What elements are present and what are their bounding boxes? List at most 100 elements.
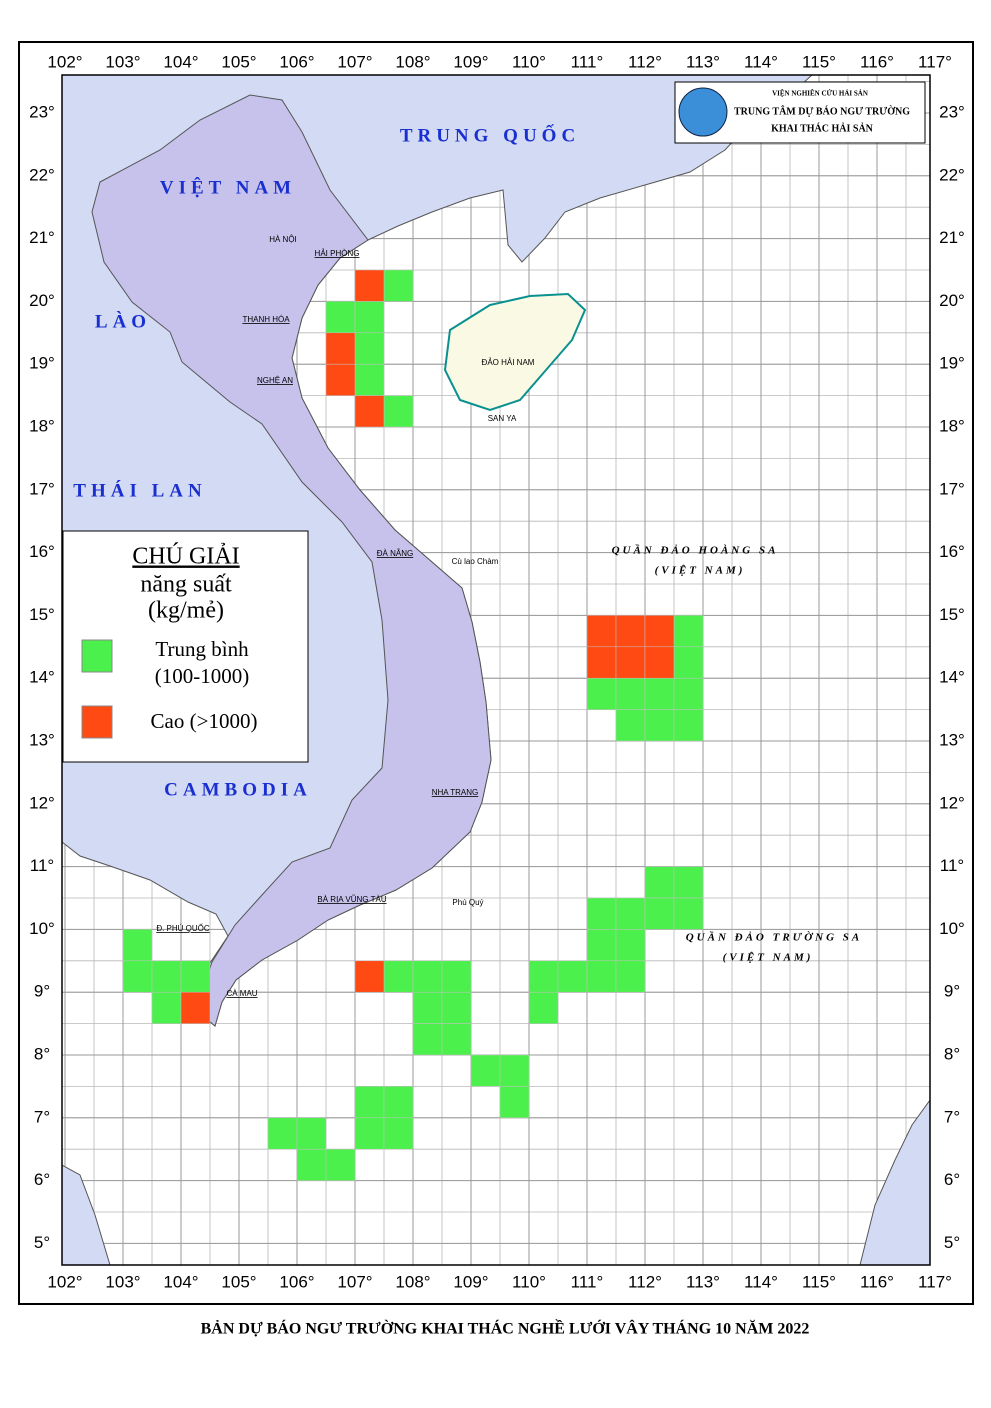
lat-label: 5° [944, 1233, 960, 1252]
lon-label: 117° [918, 52, 952, 71]
legend-label: Trung bình [155, 637, 249, 661]
place-label: Cù lao Chàm [452, 557, 499, 566]
place-label: Đ. PHÚ QUỐC [156, 923, 210, 933]
map-frame [61, 74, 931, 1266]
lat-label: 9° [944, 982, 960, 1001]
lon-label: 115° [802, 1272, 836, 1291]
lon-label: 109° [453, 1272, 488, 1291]
lat-label: 14° [939, 668, 965, 687]
legend-range: (100-1000) [155, 664, 249, 688]
land [62, 75, 930, 1265]
forecast-cell [586, 646, 617, 679]
forecast-cell [499, 1054, 530, 1087]
forecast-cell [354, 395, 385, 428]
lon-label: 108° [395, 52, 430, 71]
forecast-cell [586, 960, 617, 993]
lon-label: 114° [744, 52, 778, 71]
lon-label: 109° [453, 52, 488, 71]
lat-label: 15° [29, 605, 55, 624]
lat-label: 13° [939, 730, 965, 749]
forecast-cell [673, 866, 704, 899]
lat-label: 11° [30, 856, 54, 875]
hainan [443, 292, 587, 412]
lat-label: 23° [29, 102, 55, 121]
legend-title: CHÚ GIẢI [132, 543, 239, 570]
header-institute: VIỆN NGHIÊN CỨU HẢI SẢN [772, 90, 868, 98]
lat-label: 23° [939, 102, 965, 121]
lat-label: 17° [939, 479, 965, 498]
lat-label: 10° [939, 919, 965, 938]
country-label: TRUNG QUỐC [400, 124, 580, 146]
header-center: TRUNG TÂM DỰ BÁO NGƯ TRƯỜNG [734, 105, 910, 117]
lat-label: 20° [29, 291, 55, 310]
lon-label: 106° [279, 1272, 314, 1291]
forecast-cell [557, 960, 588, 993]
forecast-cell [441, 960, 472, 993]
lat-label: 8° [944, 1044, 960, 1063]
forecast-cell [673, 646, 704, 679]
lon-label: 111° [571, 1272, 604, 1291]
forecast-cell [615, 960, 646, 993]
lat-label: 21° [939, 228, 965, 247]
forecast-cell [354, 301, 385, 334]
forecast-cell [122, 960, 153, 993]
forecast-cell [354, 363, 385, 396]
lon-label: 117° [918, 1272, 952, 1291]
place-label: NHA TRANG [432, 788, 479, 797]
archipelago-label: QUẦN ĐẢO TRƯỜNG SA [686, 932, 863, 944]
lon-label: 105° [221, 52, 256, 71]
legend-unit: (kg/mẻ) [148, 598, 224, 624]
place-label: NGHỆ AN [257, 376, 293, 385]
forecast-cell [325, 332, 356, 365]
lat-label: 5° [34, 1233, 50, 1252]
labels: 102° 102° 103° 103° 104° 104° 105° 105° 106° 106°… [29, 52, 965, 1291]
forecast-cell [644, 646, 675, 679]
lat-label: 16° [939, 542, 965, 561]
lon-label: 110° [512, 52, 546, 71]
lat-label: 6° [34, 1170, 50, 1189]
lat-label: 7° [944, 1107, 960, 1126]
lat-label: 18° [29, 416, 55, 435]
forecast-cell [644, 709, 675, 742]
lon-label: 106° [279, 52, 314, 71]
forecast-cell [644, 615, 675, 648]
forecast-cell [615, 897, 646, 930]
lat-label: 9° [34, 982, 50, 1001]
place-label: BÀ RỊA VŨNG TÀU [317, 895, 386, 904]
malay-peninsula [62, 1164, 111, 1265]
country-label: LÀO [95, 310, 151, 332]
lon-label: 104° [163, 1272, 198, 1291]
forecast-cell [673, 709, 704, 742]
forecast-cell [412, 991, 443, 1024]
lat-label: 21° [29, 228, 55, 247]
forecast-cell [586, 615, 617, 648]
forecast-cell [441, 1023, 472, 1056]
forecast-cell [325, 363, 356, 396]
place-label: HẢI PHÒNG [315, 249, 360, 258]
header-division: KHAI THÁC HẢI SẢN [771, 122, 874, 134]
lat-label: 16° [29, 542, 55, 561]
forecast-cell [615, 615, 646, 648]
lat-label: 20° [939, 291, 965, 310]
forecast-cell [296, 1117, 327, 1150]
forecast-cell [644, 677, 675, 710]
forecast-cell [499, 1086, 530, 1119]
lon-label: 103° [105, 1272, 140, 1291]
lon-label: 113° [686, 1272, 720, 1291]
legend-label: Cao (>1000) [151, 709, 258, 733]
forecast-cell [470, 1054, 501, 1087]
forecast-cell [354, 332, 385, 365]
place-label: ĐÀ NẴNG [377, 549, 413, 558]
lat-label: 22° [29, 165, 55, 184]
lon-label: 103° [105, 52, 140, 71]
forecast-cell [267, 1117, 298, 1150]
forecast-cell [354, 269, 385, 302]
forecast-cell [528, 960, 559, 993]
place-label: CÀ MAU [226, 989, 257, 998]
forecast-cell [354, 960, 385, 993]
header-box: VIỆN NGHIÊN CỨU HẢI SẢN TRUNG TÂM DỰ BÁO… [674, 81, 926, 144]
lon-label: 116° [860, 52, 894, 71]
lat-label: 8° [34, 1044, 50, 1063]
lat-label: 15° [939, 605, 965, 624]
forecast-cell [615, 677, 646, 710]
